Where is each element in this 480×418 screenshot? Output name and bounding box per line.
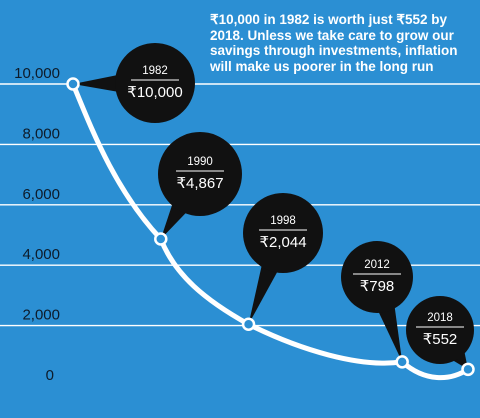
bubble-year-label: 2012 (364, 259, 390, 271)
value-bubble (243, 193, 323, 273)
data-point (154, 232, 168, 246)
y-tick-label: 0 (46, 367, 54, 384)
value-bubble (406, 296, 474, 364)
bubble-value-label: ₹552 (423, 331, 458, 348)
bubble-year-label: 1998 (270, 215, 296, 227)
data-point (461, 362, 475, 377)
bubble-pointer (73, 74, 122, 93)
bubble-pointer (376, 303, 403, 362)
data-point (241, 317, 256, 332)
y-tick-label: 2,000 (22, 307, 60, 324)
value-bubble (341, 241, 413, 313)
bubble-value-label: ₹2,044 (259, 234, 306, 251)
bubble-value-label: ₹798 (360, 278, 395, 295)
y-tick-label: 6,000 (22, 186, 60, 203)
chart-note: ₹10,000 in 1982 is worth just ₹552 by 20… (210, 12, 458, 74)
y-tick-label: 4,000 (22, 246, 60, 263)
bubble-year-label: 2018 (427, 312, 453, 324)
bubble-year-label: 1982 (142, 65, 168, 77)
data-point (66, 77, 80, 91)
y-tick-label: 10,000 (14, 65, 60, 82)
bubble-pointer (248, 261, 280, 325)
bubble-year-label: 1990 (187, 156, 213, 168)
value-bubble (158, 132, 242, 216)
y-tick-label: 8,000 (22, 125, 60, 142)
bubble-value-label: ₹10,000 (127, 84, 182, 101)
data-point (395, 355, 409, 369)
bubble-value-label: ₹4,867 (176, 175, 223, 192)
value-bubble (115, 43, 195, 123)
